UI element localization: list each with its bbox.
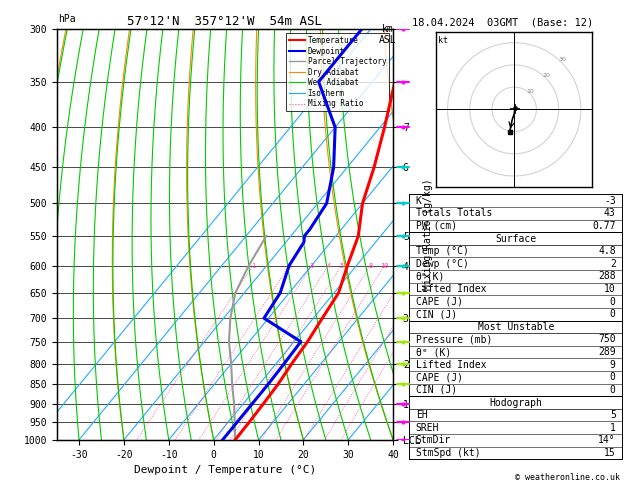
Legend: Temperature, Dewpoint, Parcel Trajectory, Dry Adiabat, Wet Adiabat, Isotherm, Mi: Temperature, Dewpoint, Parcel Trajectory… — [286, 33, 389, 111]
Text: km
ASL: km ASL — [379, 24, 397, 45]
Text: Dewp (°C): Dewp (°C) — [416, 259, 469, 269]
Text: 1: 1 — [251, 262, 255, 269]
Text: 8: 8 — [368, 262, 372, 269]
Text: CIN (J): CIN (J) — [416, 309, 457, 319]
Text: EH: EH — [416, 410, 428, 420]
Text: kt: kt — [438, 36, 448, 45]
Text: 2: 2 — [287, 262, 291, 269]
Text: CAPE (J): CAPE (J) — [416, 372, 463, 382]
Text: 43: 43 — [604, 208, 616, 218]
Text: 15: 15 — [604, 448, 616, 458]
Text: PW (cm): PW (cm) — [416, 221, 457, 231]
Text: SREH: SREH — [416, 423, 440, 433]
Text: -3: -3 — [604, 196, 616, 206]
Text: θᵉ (K): θᵉ (K) — [416, 347, 451, 357]
Text: 0: 0 — [610, 385, 616, 395]
Text: Lifted Index: Lifted Index — [416, 360, 486, 370]
Text: Totals Totals: Totals Totals — [416, 208, 493, 218]
Text: 30: 30 — [559, 57, 566, 62]
Text: 4.8: 4.8 — [598, 246, 616, 256]
Text: 18.04.2024  03GMT  (Base: 12): 18.04.2024 03GMT (Base: 12) — [412, 17, 593, 27]
Text: 1: 1 — [610, 423, 616, 433]
Text: 2: 2 — [610, 259, 616, 269]
Text: Most Unstable: Most Unstable — [477, 322, 554, 332]
Text: Hodograph: Hodograph — [489, 398, 542, 408]
Title: 57°12'N  357°12'W  54m ASL: 57°12'N 357°12'W 54m ASL — [127, 15, 323, 28]
Text: 5: 5 — [610, 410, 616, 420]
Text: 10: 10 — [380, 262, 389, 269]
Text: 10: 10 — [604, 284, 616, 294]
Text: 3: 3 — [309, 262, 314, 269]
Text: 4: 4 — [326, 262, 330, 269]
Text: StmSpd (kt): StmSpd (kt) — [416, 448, 481, 458]
Text: 288: 288 — [598, 271, 616, 281]
Text: Temp (°C): Temp (°C) — [416, 246, 469, 256]
Text: 0: 0 — [610, 372, 616, 382]
Text: CAPE (J): CAPE (J) — [416, 296, 463, 307]
Text: Lifted Index: Lifted Index — [416, 284, 486, 294]
X-axis label: Dewpoint / Temperature (°C): Dewpoint / Temperature (°C) — [134, 465, 316, 475]
Text: 9: 9 — [610, 360, 616, 370]
Text: Pressure (mb): Pressure (mb) — [416, 334, 493, 345]
Text: StmDir: StmDir — [416, 435, 451, 445]
Text: © weatheronline.co.uk: © weatheronline.co.uk — [515, 473, 620, 482]
Text: 289: 289 — [598, 347, 616, 357]
Text: 20: 20 — [542, 73, 550, 78]
Text: 10: 10 — [526, 89, 534, 94]
Text: 0: 0 — [610, 296, 616, 307]
Text: θᵉ(K): θᵉ(K) — [416, 271, 445, 281]
Text: CIN (J): CIN (J) — [416, 385, 457, 395]
Text: 0.77: 0.77 — [592, 221, 616, 231]
Text: Surface: Surface — [495, 234, 537, 243]
Text: hPa: hPa — [58, 14, 75, 24]
Text: 0: 0 — [610, 309, 616, 319]
Text: 5: 5 — [340, 262, 343, 269]
Text: 14°: 14° — [598, 435, 616, 445]
Text: K: K — [416, 196, 421, 206]
Y-axis label: Mixing Ratio (g/kg): Mixing Ratio (g/kg) — [423, 179, 433, 290]
Text: 750: 750 — [598, 334, 616, 345]
